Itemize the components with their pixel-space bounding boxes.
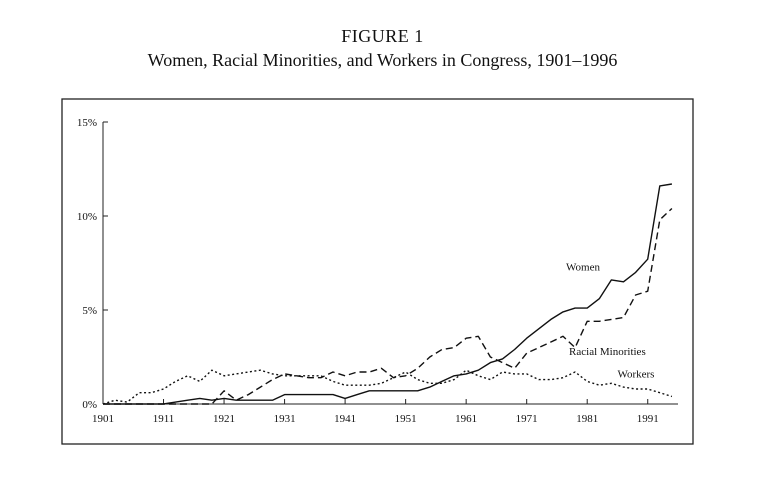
x-tick-label: 1971 xyxy=(516,413,538,425)
y-tick-label: 15% xyxy=(77,117,97,129)
x-tick-label: 1991 xyxy=(637,413,659,425)
x-tick-label: 1961 xyxy=(455,413,477,425)
series-label-workers: Workers xyxy=(617,369,654,381)
x-tick-label: 1931 xyxy=(274,413,296,425)
figure-label: FIGURE 1 xyxy=(341,26,424,46)
x-tick-label: 1901 xyxy=(92,413,114,425)
x-tick-label: 1951 xyxy=(395,413,417,425)
series-line-racial-minorities xyxy=(103,207,673,405)
x-tick-label: 1921 xyxy=(213,413,235,425)
x-tick-label: 1911 xyxy=(153,413,175,425)
y-tick-label: 5% xyxy=(82,305,97,317)
y-tick-label: 10% xyxy=(77,211,97,223)
series-label-racial-minorities: Racial Minorities xyxy=(569,346,646,358)
chart-title: Women, Racial Minorities, and Workers in… xyxy=(147,50,618,70)
x-tick-label: 1941 xyxy=(334,413,356,425)
series-label-women: Women xyxy=(566,262,600,274)
chart-frame xyxy=(61,98,694,445)
series-line-women xyxy=(103,183,673,405)
y-tick-label: 0% xyxy=(82,399,97,411)
x-tick-label: 1981 xyxy=(576,413,598,425)
series-line-workers xyxy=(102,369,673,405)
